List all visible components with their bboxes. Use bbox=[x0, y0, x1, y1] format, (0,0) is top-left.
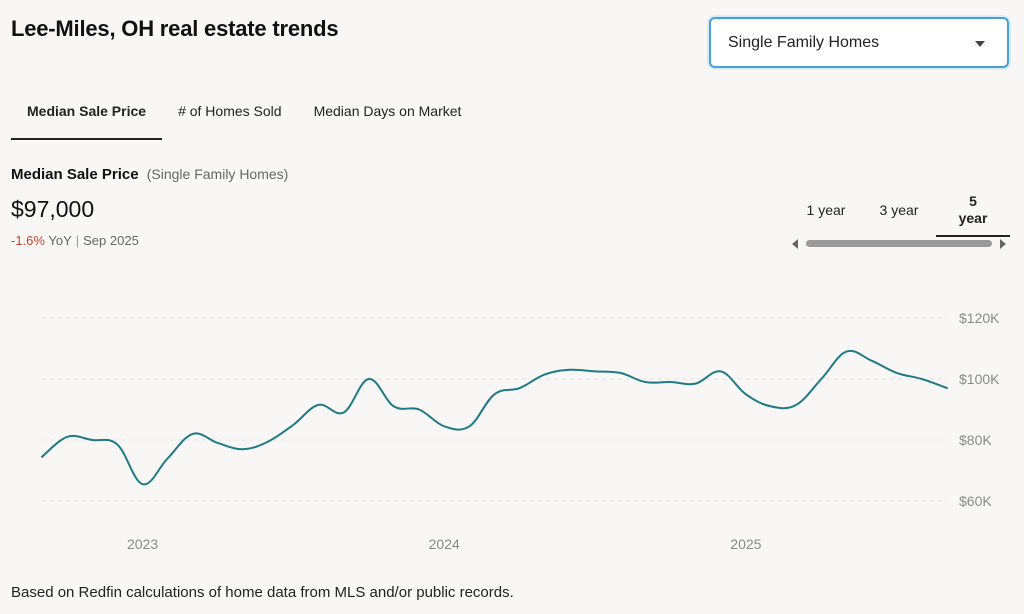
scroll-left-arrow-icon[interactable] bbox=[792, 239, 798, 249]
range-tabs: 1 year 3 year 5 year bbox=[790, 185, 1010, 237]
median-sale-price-chart: $60K $80K $100K $120K 2023 2024 2025 bbox=[41, 310, 1000, 552]
chart-series bbox=[41, 349, 948, 486]
home-type-select[interactable]: Single Family Homes bbox=[709, 17, 1009, 68]
tab-homes-sold[interactable]: # of Homes Sold bbox=[178, 103, 282, 119]
range-1-year-label: 1 year bbox=[806, 202, 846, 218]
separator: | bbox=[75, 233, 80, 248]
tab-median-days-on-market[interactable]: Median Days on Market bbox=[313, 103, 462, 119]
scroll-right-arrow-icon[interactable] bbox=[1000, 239, 1006, 249]
y-axis: $60K $80K $100K $120K bbox=[959, 310, 1000, 509]
x-tick-label: 2025 bbox=[730, 536, 761, 552]
chevron-down-icon bbox=[975, 41, 985, 47]
page-title: Lee-Miles, OH real estate trends bbox=[11, 16, 339, 41]
scroll-thumb[interactable] bbox=[806, 240, 992, 247]
yoy-change: -1.6% bbox=[11, 233, 45, 248]
y-tick-label: $60K bbox=[959, 493, 992, 509]
range-5-year-label: 5 year bbox=[958, 193, 988, 226]
x-tick-label: 2023 bbox=[127, 536, 158, 552]
tab-median-sale-price[interactable]: Median Sale Price bbox=[11, 90, 163, 140]
range-5-year[interactable]: 5 year bbox=[936, 185, 1010, 237]
home-type-select-value: Single Family Homes bbox=[728, 34, 880, 51]
period-label: Sep 2025 bbox=[83, 233, 139, 248]
x-axis: 2023 2024 2025 bbox=[127, 536, 762, 552]
metric-tabs: Median Sale Price # of Homes Sold Median… bbox=[11, 90, 477, 140]
range-3-year-label: 3 year bbox=[879, 202, 919, 218]
metric-title: Median Sale Price (Single Family Homes) bbox=[11, 166, 288, 183]
range-3-year[interactable]: 3 year bbox=[862, 185, 936, 235]
yoy-label: YoY bbox=[48, 233, 72, 248]
metric-title-text: Median Sale Price bbox=[11, 166, 139, 183]
range-1-year[interactable]: 1 year bbox=[790, 185, 862, 235]
range-scrollbar[interactable] bbox=[792, 238, 1008, 250]
x-tick-label: 2024 bbox=[429, 536, 460, 552]
y-tick-label: $100K bbox=[959, 371, 1000, 387]
metric-change: -1.6% YoY | Sep 2025 bbox=[11, 233, 139, 248]
metric-subtitle: (Single Family Homes) bbox=[146, 166, 289, 182]
y-tick-label: $80K bbox=[959, 432, 992, 448]
y-tick-label: $120K bbox=[959, 310, 1000, 326]
footnote: Based on Redfin calculations of home dat… bbox=[11, 584, 514, 601]
chart-grid bbox=[42, 317, 947, 502]
metric-value: $97,000 bbox=[11, 196, 95, 222]
series-line bbox=[41, 349, 948, 486]
